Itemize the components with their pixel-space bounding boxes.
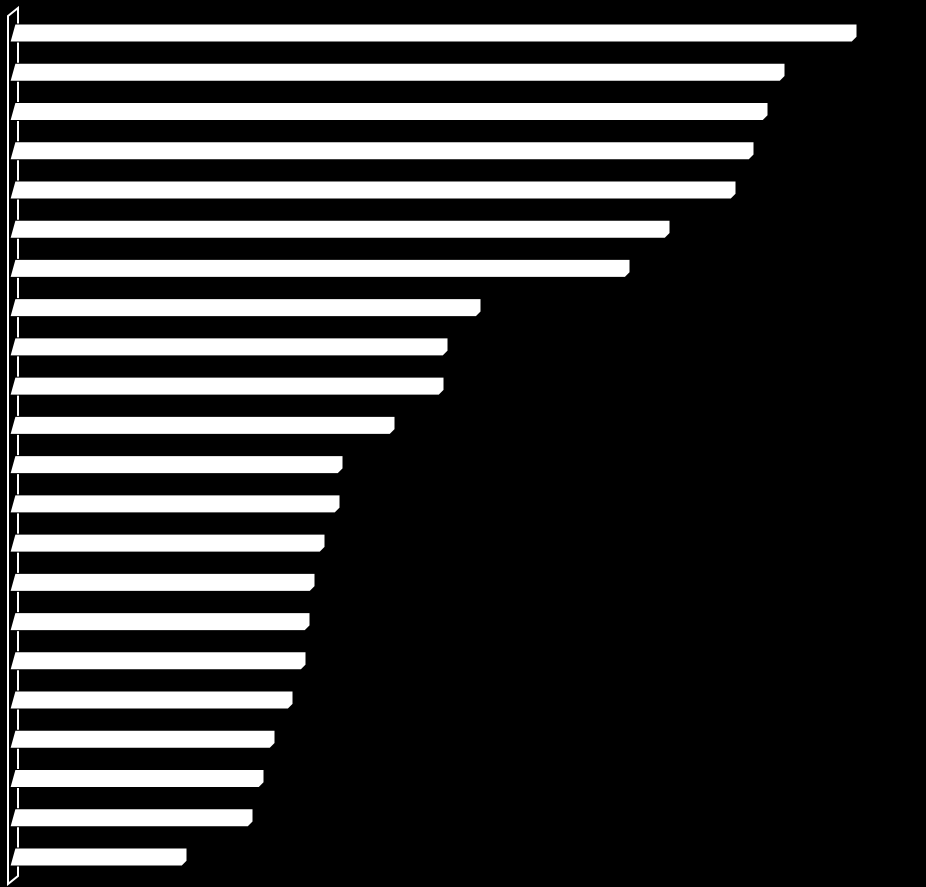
bar — [9, 533, 326, 553]
bar — [9, 690, 294, 710]
axis-wall — [7, 5, 19, 887]
bar — [9, 298, 482, 318]
bar — [9, 180, 737, 200]
bar — [9, 141, 755, 161]
bar — [9, 23, 858, 43]
bar — [9, 808, 254, 828]
bar — [9, 729, 276, 749]
bar — [9, 455, 344, 475]
bar — [9, 337, 449, 357]
bar — [9, 494, 341, 514]
bar — [9, 612, 311, 632]
bar — [9, 219, 671, 239]
bar — [9, 651, 307, 671]
bar — [9, 258, 631, 278]
bar — [9, 769, 265, 789]
bar — [9, 572, 316, 592]
bar — [9, 415, 396, 435]
bar — [9, 101, 769, 121]
bar — [9, 62, 786, 82]
bar — [9, 376, 445, 396]
bar — [9, 847, 188, 867]
